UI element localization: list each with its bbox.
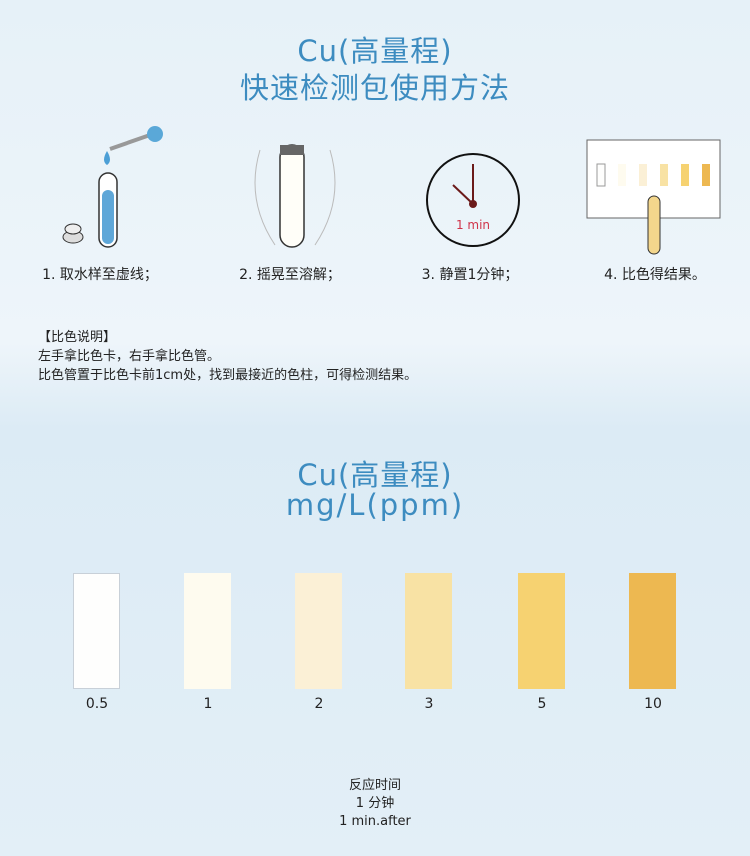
color-notes: 【比色说明】 左手拿比色卡，右手拿比色管。 比色管置于比色卡前1cm处，找到最接… bbox=[38, 328, 417, 385]
mini-swatch bbox=[702, 164, 710, 186]
mini-swatch bbox=[596, 163, 606, 187]
mini-swatch bbox=[618, 164, 626, 186]
mini-swatch bbox=[681, 164, 689, 186]
color-swatch bbox=[184, 573, 231, 689]
color-card-icon bbox=[586, 139, 721, 255]
color-swatch bbox=[73, 573, 120, 689]
reaction-time: 反应时间 1 分钟 1 min.after bbox=[0, 777, 750, 831]
swatch-label: 1 bbox=[203, 696, 213, 712]
page-title-line2: 快速检测包使用方法 bbox=[239, 71, 510, 105]
color-swatch bbox=[518, 573, 565, 689]
notes-line1: 左手拿比色卡，右手拿比色管。 bbox=[38, 349, 221, 364]
notes-line2: 比色管置于比色卡前1cm处，找到最接近的色柱，可得检测结果。 bbox=[38, 368, 418, 383]
step-1-label: 1. 取水样至虚线； bbox=[42, 267, 158, 283]
footer-line3: 1 min.after bbox=[339, 814, 411, 829]
mini-swatch bbox=[660, 164, 668, 186]
clock-icon: 1 min bbox=[426, 153, 520, 247]
page-title-line1: Cu(高量程) bbox=[297, 34, 453, 68]
swatch-label: 5 bbox=[537, 696, 547, 712]
chart-title-line2: mg/L(ppm) bbox=[285, 488, 465, 522]
step-4-label: 4. 比色得结果。 bbox=[604, 267, 706, 283]
mini-swatch bbox=[639, 164, 647, 186]
color-swatch bbox=[405, 573, 452, 689]
swatch-label: 3 bbox=[424, 696, 434, 712]
shake-tube-icon bbox=[254, 144, 336, 248]
color-swatch bbox=[295, 573, 342, 689]
chart-title-line1: Cu(高量程) bbox=[297, 458, 453, 492]
swatch-label: 10 bbox=[644, 696, 662, 712]
color-swatch bbox=[629, 573, 676, 689]
swatch-label: 2 bbox=[314, 696, 324, 712]
step-3-label: 3. 静置1分钟； bbox=[421, 267, 519, 283]
footer-line2: 1 分钟 bbox=[355, 796, 395, 811]
swatch-label: 0.5 bbox=[85, 696, 109, 712]
clock-text: 1 min bbox=[456, 218, 490, 232]
notes-heading: 【比色说明】 bbox=[38, 330, 117, 345]
footer-line1: 反应时间 bbox=[348, 778, 401, 793]
step-2-label: 2. 摇晃至溶解； bbox=[239, 267, 341, 283]
dropper-tube-icon bbox=[62, 126, 163, 248]
